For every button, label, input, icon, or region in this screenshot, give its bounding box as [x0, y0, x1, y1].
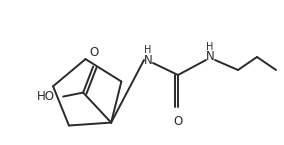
Text: N: N — [206, 50, 214, 64]
Text: O: O — [173, 115, 183, 128]
Text: N: N — [144, 54, 153, 67]
Text: O: O — [89, 46, 99, 59]
Text: H: H — [144, 45, 152, 55]
Text: H: H — [206, 42, 214, 52]
Text: HO: HO — [37, 90, 55, 103]
